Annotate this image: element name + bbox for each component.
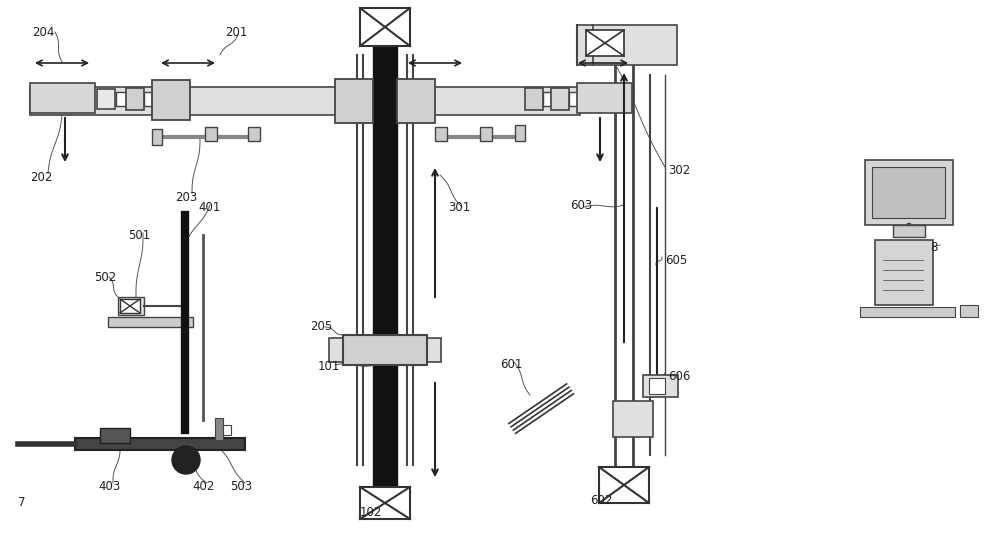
Text: 601: 601 [500,359,522,372]
Text: 7: 7 [18,496,26,510]
Bar [108,317,193,327]
Bar [30,87,580,115]
Bar [875,240,933,305]
Bar [152,80,190,120]
Bar [872,167,945,218]
Bar [960,305,978,317]
Text: 202: 202 [30,171,52,184]
Bar [397,79,435,123]
Bar [373,45,397,485]
Bar [599,467,649,503]
Text: 606: 606 [668,371,690,384]
Bar [223,425,231,435]
Text: 205: 205 [310,320,332,334]
Bar [116,92,126,106]
Bar [329,338,347,362]
Text: 401: 401 [198,201,220,214]
Bar [152,129,162,145]
Bar [126,88,144,110]
Bar [343,335,427,365]
Bar [75,438,245,450]
Bar [577,83,632,113]
Bar [97,89,115,109]
Bar [613,401,653,437]
Bar [865,160,953,225]
Bar [515,125,525,141]
Bar [643,375,678,397]
Bar [525,88,543,110]
Bar [435,127,447,141]
Text: 603: 603 [570,198,592,211]
Bar [205,127,217,141]
Bar [215,418,223,440]
Text: 602: 602 [590,494,612,506]
Bar [543,92,551,106]
Text: 203: 203 [175,191,197,203]
Bar [569,92,577,106]
Text: 101: 101 [318,360,340,373]
Text: 503: 503 [230,481,252,494]
Text: 201: 201 [225,26,247,39]
Bar [586,30,624,56]
Text: 301: 301 [448,201,470,214]
Bar [649,378,665,394]
Bar [860,307,955,317]
Text: 402: 402 [192,481,214,494]
Bar [551,88,569,110]
Text: 302: 302 [668,164,690,177]
Circle shape [172,446,200,474]
Text: 605: 605 [665,253,687,267]
Bar [360,487,410,519]
Bar [120,299,140,313]
Bar [100,428,130,443]
Bar [577,25,677,65]
Bar [423,338,441,362]
Bar [893,225,925,237]
Bar [335,79,373,123]
Bar [360,8,410,46]
Text: 501: 501 [128,228,150,241]
Bar [480,127,492,141]
Bar [144,92,152,106]
Bar [118,297,144,315]
Bar [30,83,95,113]
Text: 403: 403 [98,481,120,494]
Text: 8: 8 [930,240,937,253]
Text: 102: 102 [360,506,382,519]
Bar [248,127,260,141]
Text: 204: 204 [32,26,54,39]
Text: 502: 502 [94,270,116,283]
